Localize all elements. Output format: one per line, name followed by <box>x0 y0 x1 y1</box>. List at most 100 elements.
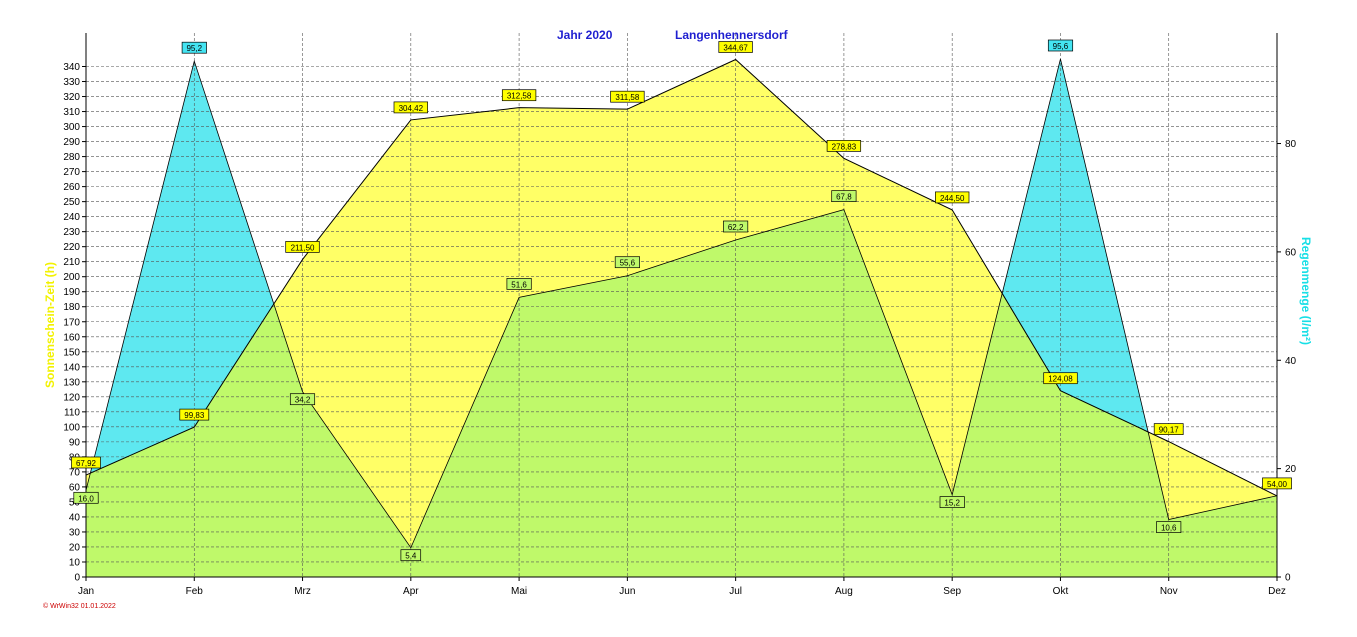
sunshine-data-label-box <box>826 140 862 152</box>
y-tick-label-left: 110 <box>64 407 80 418</box>
rain-data-label-box <box>614 256 640 269</box>
y-tick-label-left: 30 <box>69 527 81 538</box>
sunshine-data-label-box <box>1043 372 1078 385</box>
sunshine-data-label: 344,67 <box>723 43 748 52</box>
chart-title-year: Jahr 2020 <box>557 28 613 42</box>
y-axis-right-label: Regenmenge (l/m²) <box>1299 237 1313 345</box>
y-tick-label-left: 290 <box>63 137 80 148</box>
y-tick-label-left: 10 <box>69 557 81 568</box>
x-tick-label: Okt <box>1053 586 1069 597</box>
rain-data-label: 10,6 <box>1161 524 1177 533</box>
rain-data-label: 62,2 <box>728 223 744 232</box>
y-tick-label-left: 230 <box>63 227 80 238</box>
sunshine-data-label: 311,58 <box>615 93 639 102</box>
y-tick-label-left: 40 <box>69 512 81 523</box>
sunshine-data-label-box <box>718 41 753 53</box>
x-tick-label: Dez <box>1268 586 1286 597</box>
rain-data-label-box <box>289 393 316 406</box>
rain-data-label-box <box>939 496 965 508</box>
y-tick-label-left: 180 <box>63 302 80 313</box>
sunshine-data-label: 211,50 <box>291 243 315 252</box>
y-tick-label-left: 280 <box>63 152 80 163</box>
y-tick-label-left: 140 <box>63 362 80 373</box>
y-tick-label-left: 160 <box>63 332 80 343</box>
rain-data-label: 95,2 <box>186 44 202 53</box>
sunshine-data-label-box <box>610 90 645 103</box>
y-tick-label-right: 60 <box>1285 247 1297 258</box>
x-tick-label: Jun <box>619 586 635 597</box>
sunshine-data-label-box <box>501 89 537 102</box>
rain-data-label-box <box>181 41 207 54</box>
sunshine-data-label-box <box>1153 423 1184 435</box>
x-tick-label: Nov <box>1160 586 1178 597</box>
rain-data-label: 55,6 <box>620 259 636 268</box>
y-tick-label-right: 80 <box>1285 139 1297 150</box>
y-tick-label-right: 20 <box>1285 464 1297 475</box>
rain-data-label: 95,6 <box>1053 42 1069 51</box>
y-tick-label-left: 300 <box>63 122 80 133</box>
y-tick-label-right: 40 <box>1285 356 1297 367</box>
x-tick-label: Aug <box>835 586 853 597</box>
sunshine-data-label: 304,42 <box>399 104 424 113</box>
y-tick-label-left: 170 <box>63 317 80 328</box>
x-tick-label: Feb <box>186 586 204 597</box>
y-tick-label-left: 260 <box>63 182 80 193</box>
y-tick-label-right: 0 <box>1285 573 1291 584</box>
x-tick-label: Mai <box>511 586 527 597</box>
sunshine-data-label: 99,83 <box>184 411 205 420</box>
chart-title-location: Langenhennersdorf <box>675 28 789 42</box>
rain-data-label: 5,4 <box>405 552 417 561</box>
y-axis-left-label: Sonnenschein-Zeit (h) <box>43 262 57 388</box>
y-tick-label-left: 70 <box>69 467 81 478</box>
overlap-area <box>86 59 1277 577</box>
rain-data-label: 15,2 <box>944 499 960 508</box>
y-tick-label-left: 220 <box>63 242 80 253</box>
rain-data-label: 34,2 <box>295 396 311 405</box>
footer-text: © WrWin32 01.01.2022 <box>43 602 116 610</box>
sunshine-data-label: 244,50 <box>940 194 965 203</box>
y-tick-label-left: 250 <box>63 197 80 208</box>
sunshine-data-label-box <box>393 101 428 114</box>
y-tick-label-left: 120 <box>63 392 80 403</box>
rain-data-label-box <box>831 190 857 202</box>
rain-data-label: 16,0 <box>78 494 94 503</box>
sunshine-data-label: 278,83 <box>832 142 857 151</box>
y-tick-label-left: 310 <box>63 107 80 118</box>
sunshine-data-label-box <box>935 191 970 204</box>
y-tick-label-left: 240 <box>63 212 80 223</box>
y-tick-label-left: 270 <box>63 167 80 178</box>
sunshine-line <box>85 58 1278 497</box>
sunshine-data-label-box <box>179 408 210 421</box>
y-tick-label-left: 200 <box>63 272 80 283</box>
rain-data-label-box <box>1047 39 1074 52</box>
rain-line <box>85 58 1278 549</box>
y-tick-label-left: 340 <box>63 62 80 73</box>
rain-data-label-box <box>400 549 422 562</box>
rain-data-label-box <box>723 220 749 233</box>
sunshine-data-label-box <box>285 241 320 253</box>
rain-data-label-box <box>506 278 532 290</box>
rain-data-label-box <box>1156 521 1182 533</box>
y-tick-label-left: 210 <box>63 257 80 268</box>
sunshine-data-label: 124,08 <box>1048 375 1073 384</box>
y-tick-label-left: 100 <box>63 422 80 433</box>
x-tick-label: Jul <box>729 586 742 597</box>
sunshine-data-label: 90,17 <box>1159 426 1180 435</box>
sunshine-data-label-box <box>71 456 101 469</box>
x-tick-label: Jan <box>78 586 94 597</box>
x-tick-label: Mrz <box>294 586 311 597</box>
rain-data-label-box <box>73 491 99 504</box>
rain-data-label: 51,6 <box>511 280 527 289</box>
y-tick-label-left: 90 <box>69 437 81 448</box>
y-tick-label-left: 0 <box>74 573 80 584</box>
sunshine-data-label-box <box>1262 477 1292 490</box>
sunshine-data-label: 67,92 <box>76 459 97 468</box>
x-tick-label: Apr <box>403 586 419 597</box>
x-tick-label: Sep <box>943 586 961 597</box>
y-tick-label-left: 130 <box>63 377 80 388</box>
y-tick-label-left: 330 <box>63 77 80 88</box>
rain-data-label: 67,8 <box>836 193 852 202</box>
sunshine-data-label: 312,58 <box>507 92 532 101</box>
